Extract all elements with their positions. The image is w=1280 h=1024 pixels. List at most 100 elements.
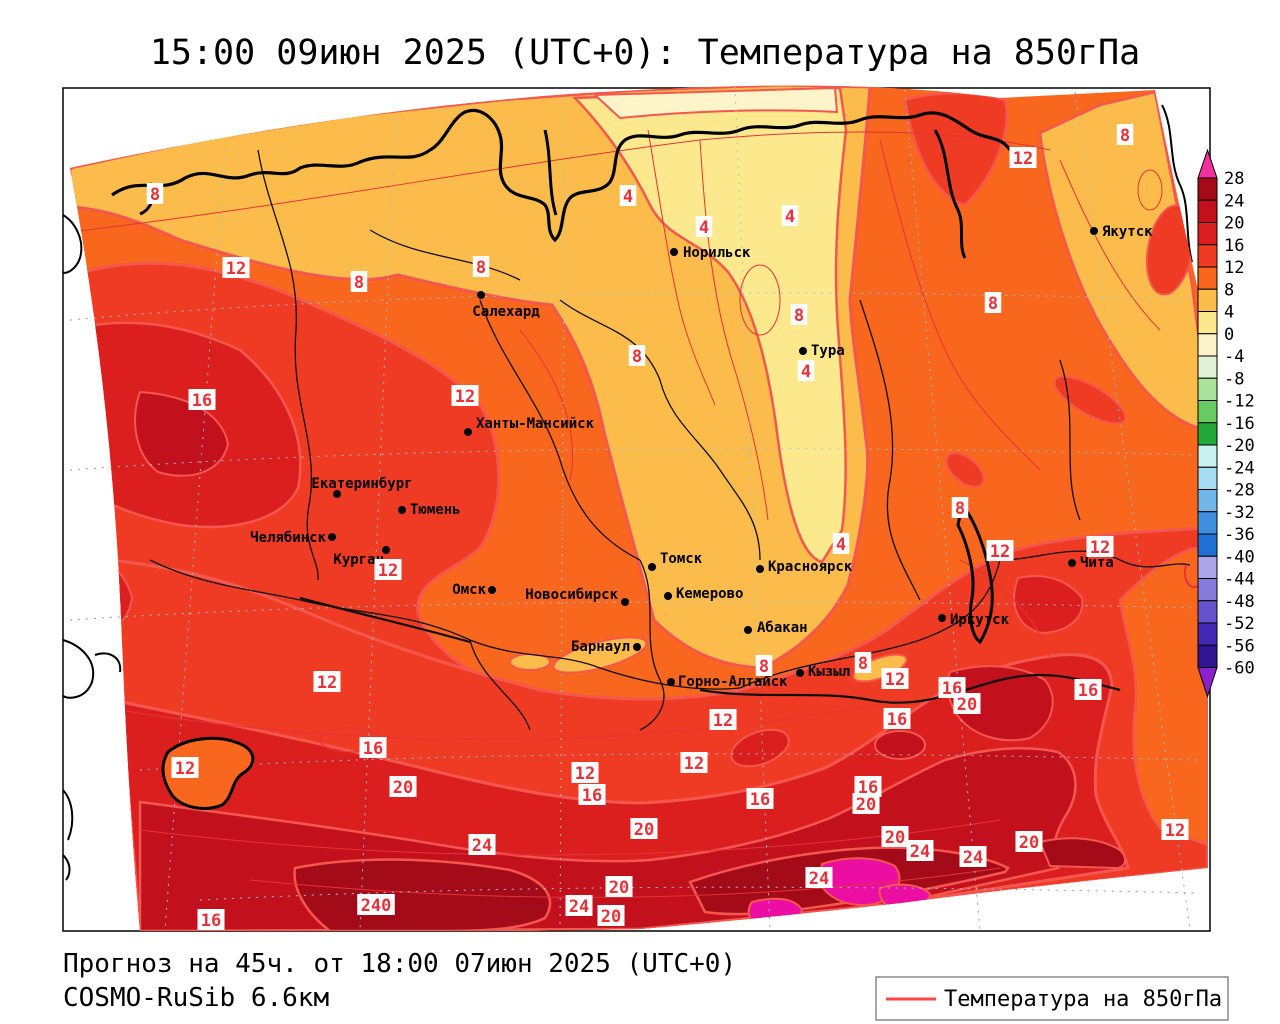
contour-label-bg bbox=[755, 655, 773, 676]
contour-label: 12 bbox=[1009, 147, 1037, 169]
contour-label-bg bbox=[374, 559, 402, 580]
city-dot bbox=[488, 586, 496, 594]
legend: Температура на 850гПа bbox=[875, 976, 1229, 1021]
contour-label: 16 bbox=[883, 708, 911, 730]
city-label: Кемерово bbox=[676, 586, 743, 602]
contour-label-bg bbox=[222, 257, 250, 278]
contour-label: 12 bbox=[222, 257, 250, 279]
colorbar-cell bbox=[1197, 355, 1218, 379]
contour-label-bg bbox=[578, 784, 606, 805]
graticule-line bbox=[1074, 91, 1191, 931]
city-dot bbox=[477, 291, 485, 299]
contour-label-bg bbox=[188, 389, 216, 410]
thin-contours bbox=[70, 129, 1163, 898]
colorbar-tick-label: -36 bbox=[1224, 525, 1255, 545]
contour-label-bg bbox=[805, 867, 833, 888]
city-label: Барнаул bbox=[571, 639, 630, 655]
city: Кызыл bbox=[796, 664, 850, 680]
contour-label-text: 12 bbox=[455, 387, 475, 407]
contour-label: 4 bbox=[619, 185, 637, 207]
contour-label-text: 8 bbox=[354, 273, 364, 293]
contour-label-bg bbox=[357, 894, 395, 915]
contour-label-text: 4 bbox=[785, 207, 795, 227]
contour-label-bg bbox=[906, 840, 934, 861]
model-info: COSMO-RuSib 6.6км bbox=[63, 983, 329, 1013]
contour-label: 240 bbox=[357, 894, 395, 916]
contour-label: 12 bbox=[986, 540, 1014, 562]
zone-m4-0 bbox=[592, 86, 839, 120]
colorbar-cell bbox=[1197, 422, 1218, 446]
contour-label-bg bbox=[472, 256, 490, 277]
zone-patch bbox=[874, 730, 926, 760]
contour-label: 12 bbox=[680, 752, 708, 774]
contour-label-bg bbox=[746, 788, 774, 809]
contour-label: 8 bbox=[790, 304, 808, 326]
city-dot bbox=[756, 565, 764, 573]
contour-label-text: 20 bbox=[393, 778, 413, 798]
colorbar-tick-label: -32 bbox=[1224, 503, 1255, 523]
mongolia-border bbox=[299, 596, 1121, 704]
city: Иркутск bbox=[938, 612, 1010, 628]
contour-label: 12 bbox=[374, 559, 402, 581]
contour-label-bg bbox=[709, 709, 737, 730]
contour-label: 20 bbox=[597, 905, 625, 927]
arctic-coastline bbox=[111, 108, 1012, 243]
contour-label: 4 bbox=[695, 216, 713, 238]
contour-label-bg bbox=[605, 876, 633, 897]
contour-label: 24 bbox=[805, 867, 833, 889]
zone-0-4 bbox=[572, 86, 848, 564]
city: Абакан bbox=[744, 620, 808, 636]
contour-label-text: 8 bbox=[476, 258, 486, 278]
coastline-topleft bbox=[62, 214, 83, 274]
city-label: Екатеринбург bbox=[311, 476, 412, 492]
contour-label: 24 bbox=[565, 895, 593, 917]
zone-patch bbox=[730, 728, 790, 768]
contour-label-text: 24 bbox=[569, 897, 589, 917]
contour-label-bg bbox=[1074, 679, 1102, 700]
colorbar-cell bbox=[1197, 400, 1218, 424]
city-dot bbox=[621, 598, 629, 606]
city-label: Новосибирск bbox=[525, 587, 618, 603]
contour-label-text: 12 bbox=[885, 670, 905, 690]
contour-label-bg bbox=[832, 533, 850, 554]
contour-label-bg bbox=[1116, 124, 1134, 145]
contour-label-text: 20 bbox=[634, 820, 654, 840]
contour-label: 12 bbox=[709, 709, 737, 731]
contour-label-bg bbox=[619, 185, 637, 206]
contour-label: 16 bbox=[359, 737, 387, 759]
contour-label: 16 bbox=[746, 788, 774, 810]
contour-label-bg bbox=[628, 345, 646, 366]
contour-label-bg bbox=[854, 652, 872, 673]
city-label: Иркутск bbox=[950, 612, 1010, 628]
city-dot bbox=[667, 678, 675, 686]
contour-label-text: 16 bbox=[887, 710, 907, 730]
contour-label: 8 bbox=[628, 345, 646, 367]
contour-label-text: 12 bbox=[175, 759, 195, 779]
colorbar-cell bbox=[1197, 244, 1218, 268]
city-dot bbox=[664, 592, 672, 600]
contour-label-text: 12 bbox=[713, 711, 733, 731]
contour-label-text: 16 bbox=[363, 739, 383, 759]
contour-label-bg bbox=[1009, 147, 1037, 168]
colorbar-arrow-down bbox=[1197, 667, 1218, 699]
city: Кемерово bbox=[664, 586, 743, 602]
colorbar-cell bbox=[1197, 377, 1218, 401]
colorbar-tick-label: -48 bbox=[1224, 592, 1255, 612]
contour-label-bg bbox=[1086, 536, 1114, 557]
city-label: Томск bbox=[660, 551, 703, 567]
colorbar-tick-label: -60 bbox=[1224, 659, 1255, 679]
lake-baikal bbox=[956, 501, 994, 645]
contour-label: 24 bbox=[959, 846, 987, 868]
contour-label: 20 bbox=[605, 876, 633, 898]
city: Якутск bbox=[1090, 224, 1153, 240]
contour-label: 8 bbox=[854, 652, 872, 674]
city-dot bbox=[464, 428, 472, 436]
city-dot bbox=[744, 626, 752, 634]
colorbar-tick-label: -52 bbox=[1224, 614, 1255, 634]
contour-label-text: 8 bbox=[759, 657, 769, 677]
contour-label: 16 bbox=[578, 784, 606, 806]
contour-label: 20 bbox=[953, 693, 981, 715]
contour-label-text: 12 bbox=[1165, 821, 1185, 841]
coastline-bottomleft-2 bbox=[62, 789, 74, 881]
contour-label: 12 bbox=[313, 671, 341, 693]
